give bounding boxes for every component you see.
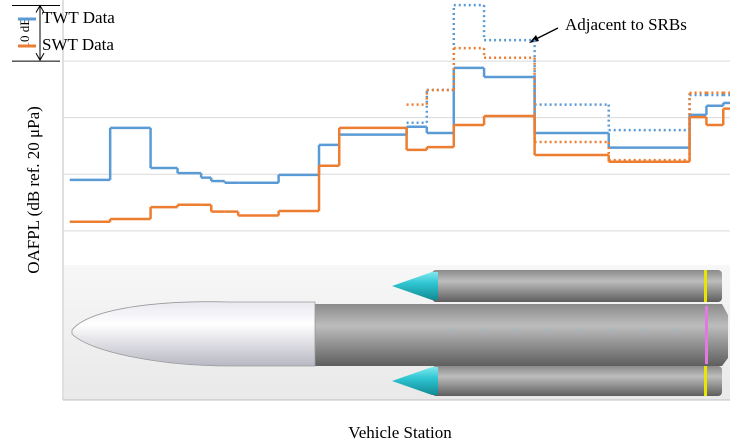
- legend-label: TWT Data: [42, 8, 115, 27]
- scale-arrow: [35, 4, 45, 13]
- annotation-arrow: [529, 27, 559, 43]
- y-axis-label: OAFPL (dB ref. 20 μPa): [24, 106, 43, 274]
- scale-label: 10 dB: [17, 17, 32, 49]
- legend-label: SWT Data: [42, 35, 114, 54]
- x-axis-label: Vehicle Station: [348, 423, 452, 442]
- annotation: Adjacent to SRBs: [565, 15, 687, 34]
- vehicle-image: [64, 265, 730, 400]
- scale-arrow: [35, 52, 45, 62]
